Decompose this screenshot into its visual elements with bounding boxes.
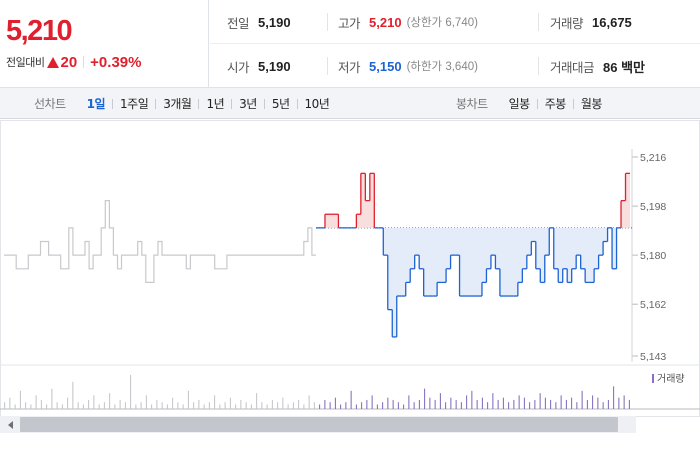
change-row: 전일대비 20 +0.39%: [6, 53, 141, 71]
tab-divider: [572, 98, 574, 109]
scroll-left-button[interactable]: [0, 416, 20, 433]
volume-legend-swatch: [652, 374, 654, 383]
tab-divider: [263, 98, 265, 109]
period-tab-3[interactable]: 1년: [206, 97, 225, 111]
volume-legend: 거래량: [657, 373, 685, 385]
stat-label: 저가: [338, 59, 361, 75]
tab-divider: [536, 98, 538, 109]
premarket-line: [4, 200, 316, 283]
candle-tab-1[interactable]: 주봉: [544, 97, 567, 111]
lower-limit: (하한가 3,640): [406, 61, 478, 73]
change-divider: [83, 56, 85, 68]
y-tick-label: 5,180: [640, 250, 666, 262]
chart-scrollbar[interactable]: [0, 416, 636, 433]
stat-label: 전일: [227, 15, 250, 31]
down-area-fill: [316, 227, 630, 337]
stat-value: 86 백만: [603, 59, 646, 75]
period-tab-6[interactable]: 10년: [304, 97, 330, 111]
change-percent: +0.39%: [90, 53, 142, 71]
chart-period-bar: 선차트 1일 1주일 3개월 1년 3년 5년 10년 봉차트 일봉 주봉 월봉: [0, 88, 700, 119]
y-tick-label: 5,143: [640, 351, 666, 363]
arrow-left-icon: [7, 420, 13, 429]
quote-panel: 5,210 전일대비 20 +0.39% 전일 5,190 고가 5,210 (: [0, 0, 700, 88]
y-tick-label: 5,216: [640, 152, 666, 164]
change-value: 20: [60, 53, 78, 71]
y-tick-label: 5,198: [640, 201, 666, 213]
stats-row-1: 전일 5,190 고가 5,210 (상한가 6,740) 거래량 16,675: [210, 0, 700, 44]
stats-table: 전일 5,190 고가 5,210 (상한가 6,740) 거래량 16,675…: [210, 0, 700, 88]
stat-prev-close: 전일 5,190: [227, 0, 291, 44]
stat-volume: 거래량 16,675: [550, 0, 632, 44]
up-arrow-icon: [47, 56, 60, 68]
stat-value: 5,150: [369, 58, 402, 74]
stat-value: 5,190: [258, 58, 291, 74]
stat-low: 저가 5,150 (하한가 3,640): [338, 44, 478, 88]
candle-chart-title: 봉차트: [456, 97, 488, 111]
tab-divider: [198, 98, 200, 109]
stat-label: 거래량: [550, 15, 584, 31]
price-chart-svg: 5,216 5,198 5,180 5,162 5,143 거래량: [0, 120, 700, 417]
line-chart-title: 선차트: [34, 97, 66, 111]
y-tick-label: 5,162: [640, 299, 666, 311]
period-tab-1[interactable]: 1주일: [120, 97, 149, 111]
price-summary: 5,210 전일대비 20 +0.39%: [0, 0, 209, 88]
tab-divider: [155, 98, 157, 109]
stat-trade-amount: 거래대금 86 백만: [550, 44, 645, 88]
stat-label: 시가: [227, 59, 250, 75]
line-chart-tabs: 선차트 1일 1주일 3개월 1년 3년 5년 10년: [34, 88, 336, 119]
stat-divider: [327, 13, 328, 31]
current-price: 5,210: [6, 15, 73, 47]
period-tab-4[interactable]: 3년: [239, 97, 257, 111]
stat-value: 16,675: [592, 14, 632, 30]
upper-limit: (상한가 6,740): [406, 17, 478, 29]
stat-label: 거래대금: [550, 59, 595, 75]
tab-divider: [296, 98, 298, 109]
change-label: 전일대비: [6, 56, 45, 69]
period-tab-0[interactable]: 1일: [86, 97, 106, 111]
period-tab-5[interactable]: 5년: [271, 97, 290, 111]
tab-divider: [112, 98, 114, 109]
stat-open: 시가 5,190: [227, 44, 291, 88]
stat-value: 5,190: [258, 14, 291, 30]
candle-chart-tabs: 봉차트 일봉 주봉 월봉: [456, 88, 609, 119]
candle-tab-0[interactable]: 일봉: [508, 97, 531, 111]
tab-divider: [231, 98, 233, 109]
period-tab-2[interactable]: 3개월: [163, 97, 192, 111]
stat-label: 고가: [338, 15, 361, 31]
stat-divider: [538, 57, 539, 75]
stat-divider: [327, 57, 328, 75]
stat-divider: [538, 13, 539, 31]
stat-high: 고가 5,210 (상한가 6,740): [338, 0, 478, 44]
price-chart: 5,216 5,198 5,180 5,162 5,143 거래량: [0, 120, 700, 418]
scroll-thumb[interactable]: [20, 417, 618, 432]
candle-tab-2[interactable]: 월봉: [580, 97, 603, 111]
stats-row-2: 시가 5,190 저가 5,150 (하한가 3,640) 거래대금 86 백만: [210, 44, 700, 88]
stat-value: 5,210: [369, 14, 402, 30]
